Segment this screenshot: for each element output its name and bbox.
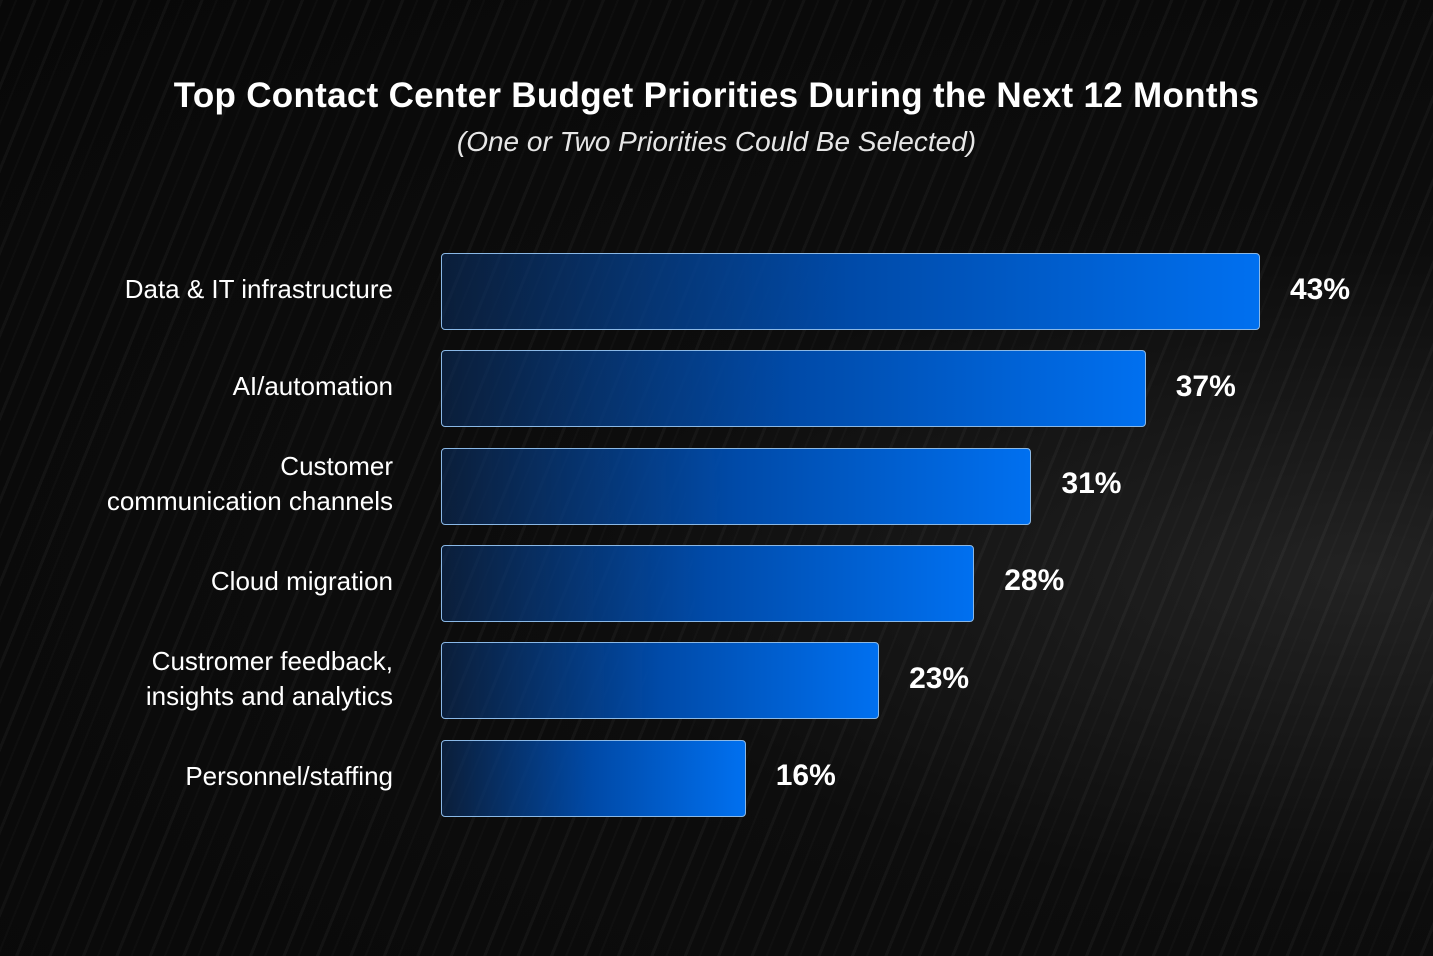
- chart-title: Top Contact Center Budget Priorities Dur…: [173, 76, 1260, 115]
- data-label: 28%: [1004, 564, 1065, 598]
- bar: [441, 544, 975, 622]
- data-label: 23%: [909, 661, 970, 695]
- bar: [441, 642, 880, 720]
- bar: [441, 253, 1260, 330]
- category-label: AI/automation: [232, 371, 393, 402]
- chart-subtitle: (One or Two Priorities Could Be Selected…: [456, 126, 977, 157]
- category-label: Custromer feedback, insights and analytic…: [145, 645, 393, 711]
- bar: [441, 350, 1146, 428]
- category-label: Personnel/staffing: [185, 760, 393, 791]
- data-label: 31%: [1061, 467, 1122, 501]
- bar: [441, 447, 1032, 525]
- category-label: Customer communication channels: [106, 451, 393, 517]
- data-label: 37%: [1175, 369, 1236, 403]
- data-label: 16%: [775, 759, 836, 792]
- category-label: Cloud migration: [210, 565, 393, 596]
- bar: [441, 739, 746, 817]
- data-label: 43%: [1290, 272, 1351, 306]
- category-label: Data & IT infrastructure: [124, 274, 393, 304]
